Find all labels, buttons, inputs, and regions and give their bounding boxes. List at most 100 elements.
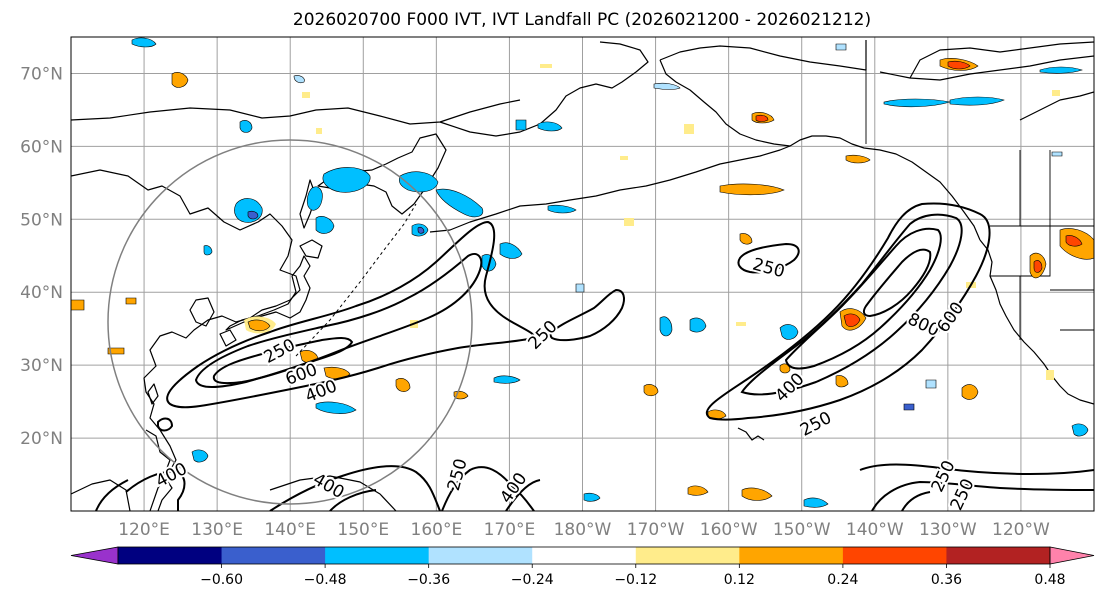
coastline-north-america-west [979, 239, 1094, 405]
coastline-aleutians [429, 145, 791, 233]
lon-tick-label: 170°E [484, 520, 536, 540]
colorbar-segment [842, 547, 947, 564]
neg-anomaly [925, 379, 937, 389]
coastline-chukotka [439, 41, 649, 137]
colorbar-segment [325, 547, 430, 564]
neg-anomaly [1039, 66, 1083, 74]
search-radius-circle [107, 139, 473, 505]
neg-anomaly [803, 497, 829, 508]
coastline-japan-honshu [225, 255, 311, 331]
ivt-contour-south-7 [859, 463, 1094, 476]
ivt-contours [95, 202, 1094, 511]
lon-tick-label: 150°E [337, 520, 389, 540]
colorbar-segment [739, 547, 844, 564]
pos-anomaly [302, 92, 310, 98]
neg-anomaly [575, 283, 585, 293]
ivt-contour-250-central [549, 288, 625, 342]
pos-anomaly [736, 322, 746, 326]
lon-tick-label: 160°E [411, 520, 463, 540]
coastlines [71, 40, 1094, 511]
colorbar-tick-label: 0.48 [1034, 572, 1065, 588]
lat-tick-label: 30°N [20, 356, 63, 376]
map-title: 2026020700 F000 IVT, IVT Landfall PC (20… [293, 10, 871, 30]
pos-anomaly [1065, 235, 1083, 247]
colorbar-segment [428, 547, 533, 564]
neg-anomaly [315, 216, 335, 234]
neg-anomaly [903, 403, 915, 411]
neg-anomaly [203, 245, 213, 256]
colorbar-segment [532, 547, 637, 564]
neg-anomaly [398, 171, 439, 193]
pos-anomaly [624, 218, 634, 226]
pos-anomaly [719, 183, 785, 196]
lat-tick-label: 40°N [20, 283, 63, 303]
neg-anomaly [315, 401, 357, 414]
pos-anomaly [755, 114, 769, 122]
ivt-contour-south-6 [505, 479, 541, 511]
colorbar-tick-label: −0.60 [200, 572, 243, 588]
coastline-hudson [1019, 91, 1094, 121]
political-borders [865, 70, 1094, 340]
pos-anomaly [107, 347, 125, 355]
ivt-contour-south-9 [901, 491, 931, 511]
ivt-contour-600-east [784, 227, 942, 370]
pos-anomaly [684, 124, 694, 134]
neg-anomaly [239, 120, 253, 133]
coastline-kyushu [219, 329, 237, 347]
pos-anomaly [1033, 260, 1043, 273]
lat-tick-label: 60°N [20, 137, 63, 157]
lon-tick-label: 120°E [118, 520, 170, 540]
contour-label: 250 [750, 255, 787, 283]
pos-anomaly [125, 297, 137, 305]
neg-anomaly [131, 37, 157, 48]
colorbar-extend-high [1049, 546, 1095, 565]
map-frame [70, 36, 1095, 512]
contour-label: 250 [444, 457, 472, 494]
colorbar-segment [221, 547, 326, 564]
coastline-taiwan [147, 383, 159, 405]
neg-anomaly [883, 98, 951, 108]
lon-tick-label: 150°W [773, 520, 831, 540]
neg-anomaly [779, 324, 799, 340]
pos-anomaly [1046, 370, 1054, 380]
neg-anomaly [835, 43, 847, 51]
colorbar-segment [635, 547, 740, 564]
neg-anomaly [547, 204, 577, 214]
pos-anomaly [961, 384, 979, 400]
neg-anomaly [689, 317, 707, 333]
lon-tick-label: 130°E [191, 520, 243, 540]
lon-tick-label: 130°W [919, 520, 977, 540]
coastline-arctic-canada [879, 41, 1094, 81]
colorbar-tick-label: −0.48 [304, 572, 347, 588]
colorbar-segment [118, 547, 223, 564]
neg-anomaly [537, 121, 563, 132]
coastline-hawaii [737, 427, 765, 441]
lat-tick-label: 70°N [20, 64, 63, 84]
pos-anomaly [71, 299, 85, 311]
pos-anomaly [835, 375, 849, 388]
neg-anomaly [493, 375, 521, 384]
ivt-contour-south-2 [95, 479, 129, 511]
lat-tick-label: 50°N [20, 210, 63, 230]
ivt-contour-south-5 [441, 466, 535, 511]
lon-tick-label: 140°E [264, 520, 316, 540]
ivt-contour-600-west [212, 337, 354, 385]
lon-tick-label: 170°W [627, 520, 685, 540]
ivt-contour-250-east [705, 202, 991, 421]
lat-labels: 20°N 30°N 40°N 50°N 60°N 70°N [20, 64, 63, 449]
pos-anomaly [323, 366, 351, 380]
pos-anomaly [845, 154, 871, 164]
border-us-states [990, 226, 1094, 340]
lat-tick-label: 20°N [20, 429, 63, 449]
ivt-contour-400-west [194, 252, 483, 388]
pos-anomaly [171, 72, 189, 88]
neg-anomaly [322, 167, 371, 193]
neg-anomaly [583, 492, 601, 502]
neg-anomaly [949, 96, 1005, 106]
pos-anomaly [620, 156, 628, 160]
neg-anomaly [1071, 423, 1089, 437]
lon-labels: 120°E 130°E 140°E 150°E 160°E 170°E 180°W 170°W… [118, 520, 1050, 540]
coastline-new-guinea [269, 475, 397, 511]
